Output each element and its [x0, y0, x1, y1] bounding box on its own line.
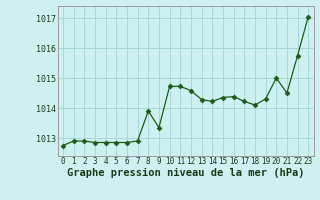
X-axis label: Graphe pression niveau de la mer (hPa): Graphe pression niveau de la mer (hPa) — [67, 168, 304, 178]
